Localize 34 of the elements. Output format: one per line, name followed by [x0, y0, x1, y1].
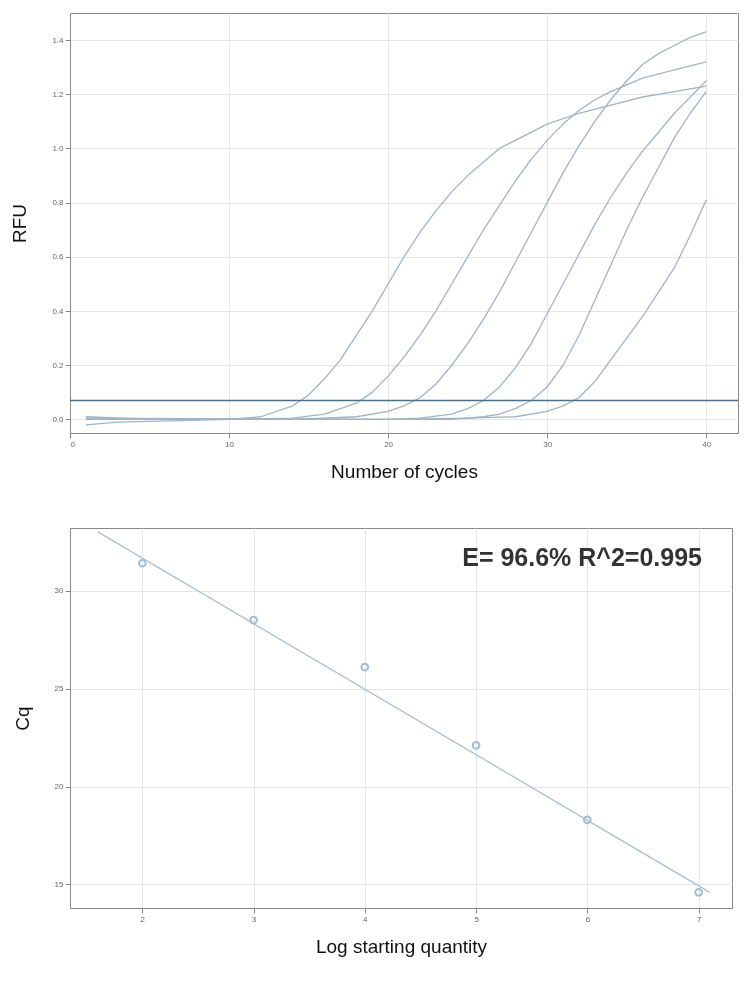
x-tick-label: 4 [363, 914, 369, 924]
point [471, 741, 481, 750]
x-tick-label: 3 [251, 914, 257, 924]
point [694, 887, 703, 897]
x-tick-label: 6 [585, 914, 591, 924]
y-tick-label: 1.0 [52, 143, 65, 153]
x-tick-label: 0 [70, 439, 76, 449]
y-tick-label: 0.4 [52, 306, 65, 316]
y-tick-label: 0.0 [52, 414, 65, 424]
y-tick-label: 30 [54, 586, 65, 596]
y-axis-title: RFU [9, 203, 31, 244]
x-tick-label: 30 [543, 439, 553, 449]
point [583, 815, 592, 825]
y-tick-label: 1.2 [52, 89, 65, 99]
x-tick-label: 10 [225, 439, 235, 449]
x-axis-title: Log starting quantity [315, 935, 488, 957]
y-tick-label: 0.2 [52, 360, 65, 370]
y-axis-title: Cq [11, 706, 33, 731]
x-tick-label: 5 [474, 914, 480, 924]
y-tick-label: 20 [54, 782, 65, 792]
annotation: E= 96.6% R^2=0.995 [462, 543, 703, 571]
x-tick-label: 40 [702, 439, 712, 449]
point [249, 615, 258, 625]
y-tick-label: 0.6 [52, 252, 65, 262]
y-tick-label: 15 [54, 879, 65, 889]
x-tick-label: 2 [140, 914, 146, 924]
x-tick-label: 7 [696, 914, 702, 924]
x-tick-label: 20 [384, 439, 394, 449]
point [360, 662, 370, 672]
y-tick-label: 0.8 [52, 198, 65, 208]
x-axis-title: Number of cycles [331, 460, 478, 482]
y-tick-label: 25 [54, 684, 65, 694]
point [137, 558, 147, 568]
y-tick-label: 1.4 [52, 35, 65, 45]
